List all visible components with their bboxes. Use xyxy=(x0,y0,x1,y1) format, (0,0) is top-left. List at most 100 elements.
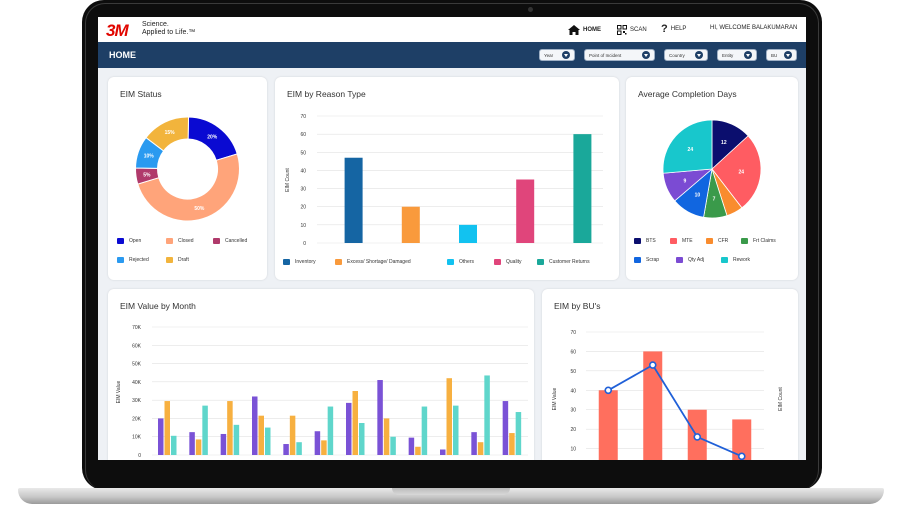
y-tick-label: 60 xyxy=(300,132,306,138)
y-tick-label: 10 xyxy=(570,447,576,453)
filter-point-of-incident[interactable]: Point of Incident xyxy=(584,49,655,61)
bar xyxy=(453,405,459,455)
nav-home[interactable]: HOME xyxy=(568,25,601,35)
y-axis-label: EIM Count xyxy=(285,168,291,192)
filter-point-label: Point of Incident xyxy=(589,52,622,58)
card-title: EIM Value by Month xyxy=(120,301,196,311)
bar xyxy=(327,406,334,455)
pie-slice xyxy=(662,119,713,174)
legend-item[interactable]: Inventory xyxy=(283,259,316,265)
camera xyxy=(528,7,533,12)
card-eim-month: EIM Value by Month 0 10K 20K 30K 40K 50K 60K 70… xyxy=(108,289,534,460)
legend-label: Others xyxy=(459,259,475,265)
eim-status-chart: 20% 50% 5% 10% 15% xyxy=(135,116,240,222)
line-point xyxy=(737,452,746,460)
legend-item[interactable]: Open xyxy=(117,238,141,244)
donut-slice xyxy=(137,153,240,222)
legend-item[interactable]: Draft xyxy=(166,257,189,263)
bar xyxy=(377,380,383,455)
legend-item[interactable]: Customer Returns xyxy=(537,259,590,265)
nav-help-label: HELP xyxy=(670,26,687,32)
slice-label: 10% xyxy=(144,154,155,160)
y-tick-label: 40 xyxy=(570,388,576,394)
top-bar: 3M Science. Applied to Life.™ HOME SCAN … xyxy=(98,17,806,42)
filter-year-label: Year xyxy=(544,52,554,58)
legend-label: Scrap xyxy=(646,257,660,263)
brand-logo[interactable]: 3M xyxy=(106,21,129,40)
filter-entity[interactable]: Entity xyxy=(717,49,757,61)
page-title: HOME xyxy=(109,50,136,60)
legend-label: Open xyxy=(129,238,142,244)
bar xyxy=(421,406,428,455)
filter-bu[interactable]: BU xyxy=(766,49,797,61)
filter-year[interactable]: Year xyxy=(539,49,575,61)
welcome-user[interactable]: HI, WELCOME BALAKUMARAN xyxy=(710,25,797,31)
slice-label: 50% xyxy=(194,206,205,212)
y-tick-label: 20K xyxy=(132,416,142,422)
title-bar: HOME Year Point of Incident Country Enti… xyxy=(98,42,806,68)
legend-swatch xyxy=(166,238,173,244)
bar xyxy=(484,375,490,455)
legend-item[interactable]: Rework xyxy=(721,257,750,263)
bar xyxy=(164,401,170,455)
legend-item[interactable]: Rejected xyxy=(117,257,149,263)
legend-item[interactable]: CFR xyxy=(706,238,728,244)
y-tick-label: 70K xyxy=(132,325,142,331)
bar xyxy=(515,412,522,455)
completion-days-chart: 12 24 7 10 9 24 xyxy=(662,119,762,219)
slice-label: 7 xyxy=(713,196,716,202)
bar xyxy=(265,427,271,455)
legend-label: Quality xyxy=(506,259,522,265)
filter-bu-label: BU xyxy=(771,52,778,58)
line-point xyxy=(648,361,657,369)
nav-scan-label: SCAN xyxy=(630,27,647,33)
legend-item[interactable]: MTE xyxy=(670,238,693,244)
bar xyxy=(289,415,296,455)
y-tick-label: 70 xyxy=(300,114,306,120)
legend-item[interactable]: Cancelled xyxy=(213,238,247,244)
chevron-down-icon xyxy=(642,51,650,59)
y-tick-label: 60 xyxy=(570,349,576,355)
legend-swatch xyxy=(117,238,124,244)
y-tick-label: 0 xyxy=(138,453,141,459)
legend-item[interactable]: Scrap xyxy=(634,257,659,263)
home-icon xyxy=(568,25,580,35)
bar xyxy=(158,418,164,455)
brand-tagline: Science. Applied to Life.™ xyxy=(142,21,195,37)
legend-item[interactable]: Frt Claims xyxy=(741,238,776,244)
y-tick-label: 40 xyxy=(300,168,306,174)
card-title: EIM by BU's xyxy=(554,301,601,311)
bar xyxy=(171,435,177,455)
legend-swatch xyxy=(634,238,641,244)
help-icon: ? xyxy=(661,23,668,35)
bar xyxy=(220,433,227,455)
legend-swatch xyxy=(117,257,124,263)
legend-swatch xyxy=(706,238,713,244)
y-tick-label: 10K xyxy=(132,435,142,441)
nav-help[interactable]: ? HELP xyxy=(661,23,687,35)
legend-swatch xyxy=(676,257,683,263)
bar xyxy=(258,415,264,455)
bar xyxy=(408,437,415,455)
legend-item[interactable]: Qty Adj xyxy=(676,257,704,263)
legend-item[interactable]: BTS xyxy=(634,238,656,244)
bar xyxy=(471,432,477,455)
bar xyxy=(283,444,289,455)
legend-label: Draft xyxy=(178,257,189,263)
filter-country[interactable]: Country xyxy=(664,49,708,61)
legend-swatch xyxy=(634,257,641,263)
y-tick-label: 10 xyxy=(300,223,306,229)
bar xyxy=(227,401,233,455)
bar xyxy=(516,179,535,243)
bar xyxy=(477,442,484,455)
legend-item[interactable]: Quality xyxy=(494,259,522,265)
slice-label: 24 xyxy=(739,170,745,176)
legend-item[interactable]: Closed xyxy=(166,238,194,244)
nav-scan[interactable]: SCAN xyxy=(617,25,647,35)
bar xyxy=(314,431,321,455)
legend-label: Frt Claims xyxy=(753,238,776,244)
legend-item[interactable]: Excess/ Shortage/ Damaged xyxy=(335,259,411,265)
legend-label: Customer Returns xyxy=(549,259,590,265)
legend-item[interactable]: Others xyxy=(447,259,474,265)
